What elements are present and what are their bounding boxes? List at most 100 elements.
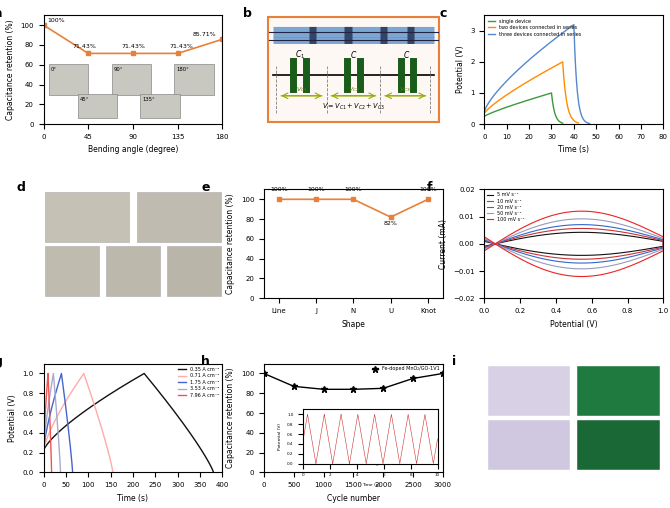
0.35 A cm⁻² — [82, 407, 90, 413]
Bar — [578, 420, 660, 470]
Text: 100%: 100% — [270, 187, 287, 193]
Text: b: b — [243, 7, 251, 19]
Y-axis label: Potential (V): Potential (V) — [456, 46, 464, 93]
Line: 0.71 A cm⁻²: 0.71 A cm⁻² — [44, 373, 113, 472]
FancyBboxPatch shape — [140, 93, 180, 117]
0.71 A cm⁻² — [62, 398, 70, 404]
Fe-doped MnO₂/GO-1V1 — [320, 386, 328, 392]
3.53 A cm⁻² — [53, 413, 61, 419]
0.35 A cm⁻² — [194, 441, 202, 448]
X-axis label: Shape: Shape — [342, 320, 365, 329]
50 mV s⁻¹ — [480, 246, 488, 252]
10 mV s⁻¹ — [528, 231, 536, 237]
5 mV s⁻¹ — [480, 238, 488, 244]
7.96 A cm⁻² — [42, 398, 50, 404]
3.53 A cm⁻² — [55, 441, 63, 448]
100 mV s⁻¹ — [602, 211, 610, 217]
10 mV s⁻¹ — [578, 226, 586, 232]
Line: 100 mV s⁻¹: 100 mV s⁻¹ — [484, 211, 663, 276]
1.75 A cm⁻² — [48, 402, 56, 408]
Bar — [137, 192, 220, 242]
Fe-doped MnO₂/GO-1V1 — [409, 375, 417, 382]
1.75 A cm⁻² — [47, 407, 55, 413]
7.96 A cm⁻² — [46, 413, 54, 419]
Y-axis label: Current (mA): Current (mA) — [438, 219, 448, 269]
Legend: Fe-doped MnO₂/GO-1V1: Fe-doped MnO₂/GO-1V1 — [372, 366, 440, 372]
Text: f: f — [427, 181, 433, 194]
20 mV s⁻¹ — [480, 237, 488, 243]
Text: e: e — [202, 181, 210, 194]
0.35 A cm⁻² — [210, 469, 218, 475]
20 mV s⁻¹ — [528, 229, 536, 235]
X-axis label: Cycle number: Cycle number — [327, 494, 380, 503]
Line: 20 mV s⁻¹: 20 mV s⁻¹ — [484, 225, 663, 263]
Bar — [578, 366, 660, 416]
50 mV s⁻¹ — [643, 252, 651, 259]
X-axis label: Time (s): Time (s) — [558, 145, 590, 154]
Line: 50 mV s⁻¹: 50 mV s⁻¹ — [484, 219, 663, 269]
50 mV s⁻¹ — [578, 216, 586, 222]
0.35 A cm⁻² — [174, 413, 182, 419]
5 mV s⁻¹ — [528, 234, 536, 240]
0.71 A cm⁻² — [103, 441, 111, 448]
Bar — [46, 246, 99, 296]
Text: 100%: 100% — [344, 187, 362, 193]
Text: 0°: 0° — [51, 68, 57, 73]
5 mV s⁻¹ — [480, 243, 488, 249]
FancyBboxPatch shape — [49, 64, 88, 94]
1.75 A cm⁻² — [60, 388, 68, 394]
Text: $V_{C1}$: $V_{C1}$ — [295, 85, 308, 94]
0.35 A cm⁻² — [95, 398, 103, 404]
Legend: single device, two devices connected in series, three devices connected in serie: single device, two devices connected in … — [487, 18, 582, 38]
20 mV s⁻¹ — [480, 245, 488, 251]
Text: 71.43%: 71.43% — [72, 45, 96, 49]
Bar — [106, 246, 160, 296]
100 mV s⁻¹ — [480, 248, 488, 254]
Text: Current density: 7.07 A cm$^{-2}$: Current density: 7.07 A cm$^{-2}$ — [340, 458, 413, 469]
50 mV s⁻¹ — [528, 225, 536, 231]
3.53 A cm⁻² — [51, 388, 59, 394]
10 mV s⁻¹ — [578, 256, 586, 262]
0.35 A cm⁻² — [154, 388, 162, 394]
Bar — [488, 420, 570, 470]
0.35 A cm⁻² — [40, 448, 48, 454]
Text: 45°: 45° — [79, 97, 88, 102]
Text: 180°: 180° — [176, 68, 189, 73]
0.35 A cm⁻² — [140, 370, 148, 376]
Bar — [488, 366, 570, 416]
Text: g: g — [0, 355, 2, 368]
FancyBboxPatch shape — [267, 17, 440, 122]
100 mV s⁻¹ — [643, 256, 651, 262]
Text: a: a — [0, 7, 2, 19]
Line: 3.53 A cm⁻²: 3.53 A cm⁻² — [44, 373, 60, 472]
Text: c: c — [440, 7, 447, 19]
100 mV s⁻¹ — [578, 273, 586, 279]
Text: 85.71%: 85.71% — [192, 33, 216, 37]
5 mV s⁻¹ — [643, 246, 651, 252]
20 mV s⁻¹ — [578, 260, 586, 266]
1.75 A cm⁻² — [40, 448, 48, 454]
50 mV s⁻¹ — [541, 221, 549, 227]
3.53 A cm⁻² — [45, 398, 53, 404]
10 mV s⁻¹ — [643, 248, 651, 254]
Y-axis label: Capacitance retention (%): Capacitance retention (%) — [6, 19, 15, 120]
100 mV s⁻¹ — [541, 215, 549, 221]
X-axis label: Bending angle (degree): Bending angle (degree) — [88, 145, 178, 154]
7.96 A cm⁻² — [48, 469, 56, 475]
0.71 A cm⁻² — [60, 402, 68, 408]
Y-axis label: Capacitance retention (%): Capacitance retention (%) — [226, 194, 235, 294]
0.71 A cm⁻² — [86, 388, 94, 394]
20 mV s⁻¹ — [602, 223, 610, 229]
10 mV s⁻¹ — [650, 246, 658, 252]
50 mV s⁻¹ — [602, 218, 610, 224]
Fe-doped MnO₂/GO-1V1 — [289, 384, 297, 390]
10 mV s⁻¹ — [541, 229, 549, 235]
100 mV s⁻¹ — [650, 252, 658, 259]
10 mV s⁻¹ — [602, 227, 610, 233]
FancyBboxPatch shape — [78, 93, 117, 117]
20 mV s⁻¹ — [643, 249, 651, 256]
Y-axis label: Capacitance retention (%): Capacitance retention (%) — [226, 368, 235, 468]
5 mV s⁻¹ — [650, 245, 658, 251]
X-axis label: Time (s): Time (s) — [117, 494, 149, 503]
Text: 100%: 100% — [48, 18, 65, 23]
